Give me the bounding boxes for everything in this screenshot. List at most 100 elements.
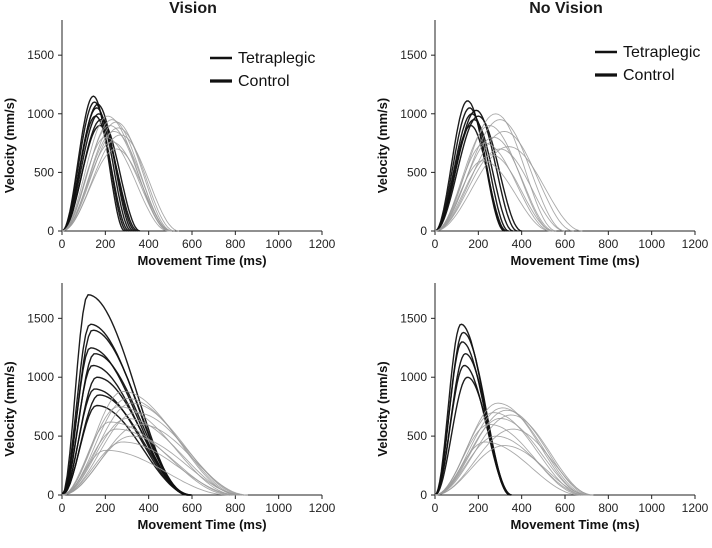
x-axis-label: Movement Time (ms): [137, 517, 266, 532]
tetraplegic-velocity-curve: [434, 160, 551, 232]
tetraplegic-velocity-curve: [434, 445, 590, 496]
y-tick-label: 1000: [27, 107, 54, 121]
y-tick-label: 1500: [27, 311, 54, 325]
control-velocity-curve: [61, 103, 134, 232]
x-tick-label: 200: [468, 501, 488, 515]
control-velocity-curve: [434, 115, 522, 232]
y-tick-label: 1000: [400, 107, 427, 121]
tetraplegic-velocity-curve: [434, 148, 566, 232]
y-axis-label: Velocity (mm/s): [375, 361, 390, 456]
tetraplegic-velocity-curve: [61, 406, 237, 496]
control-velocity-curve: [434, 364, 512, 496]
x-tick-label: 600: [555, 237, 575, 251]
x-tick-label: 1200: [682, 501, 709, 515]
x-tick-label: 800: [225, 501, 245, 515]
x-tick-label: 1000: [638, 501, 665, 515]
x-axis-label: Movement Time (ms): [510, 253, 639, 268]
y-tick-label: 0: [47, 488, 54, 502]
tetraplegic-velocity-curve: [61, 148, 173, 232]
x-tick-label: 600: [182, 237, 202, 251]
tetraplegic-velocity-curve: [61, 428, 235, 496]
x-tick-label: 400: [139, 237, 159, 251]
tetraplegic-velocity-curve: [61, 441, 239, 496]
y-tick-label: 0: [420, 488, 427, 502]
chart-panel-top-right: 0 200 400 600 800 1000 1200 0 500 1000 1500 Movemen…: [375, 20, 709, 268]
y-axis-label: Velocity (mm/s): [2, 98, 17, 193]
tetraplegic-velocity-curve: [61, 398, 241, 496]
legend-label-tetraplegic: Tetraplegic: [623, 44, 700, 61]
control-velocity-curve: [434, 118, 514, 232]
control-velocity-curve: [61, 294, 188, 496]
control-velocity-curve: [61, 113, 136, 232]
y-axis-label: Velocity (mm/s): [375, 98, 390, 193]
x-tick-label: 200: [468, 237, 488, 251]
x-tick-label: 800: [598, 237, 618, 251]
x-tick-label: 600: [555, 501, 575, 515]
tetraplegic-velocity-curve: [434, 136, 555, 232]
tetraplegic-velocity-curve: [61, 402, 244, 496]
tetraplegic-velocity-curve: [61, 421, 232, 496]
tetraplegic-velocity-curve: [434, 154, 554, 232]
tetraplegic-velocity-curve: [434, 423, 583, 496]
x-tick-label: 1000: [638, 237, 665, 251]
chart-panel-top-left: 0 200 400 600 800 1000 1200 0 500 1000 1500 Movemen…: [2, 20, 336, 268]
legend-label-control: Control: [238, 73, 290, 90]
control-velocity-curve: [61, 376, 191, 496]
x-tick-label: 200: [95, 237, 115, 251]
tetraplegic-velocity-curve: [434, 146, 583, 232]
y-tick-label: 500: [407, 429, 427, 443]
y-tick-label: 500: [34, 165, 54, 179]
y-axis-label: Velocity (mm/s): [2, 361, 17, 456]
x-tick-label: 400: [512, 237, 532, 251]
control-velocity-curve: [61, 101, 128, 232]
legend-label-control: Control: [623, 67, 675, 84]
x-tick-label: 200: [95, 501, 115, 515]
tetraplegic-velocity-curve: [61, 127, 175, 232]
x-tick-label: 600: [182, 501, 202, 515]
y-tick-label: 1500: [27, 48, 54, 62]
legend-label-tetraplegic: Tetraplegic: [238, 50, 315, 67]
x-tick-label: 1000: [265, 501, 292, 515]
tetraplegic-velocity-curve: [61, 449, 229, 496]
x-axis-label: Movement Time (ms): [510, 517, 639, 532]
x-tick-label: 1000: [265, 237, 292, 251]
chart-panel-bottom-right: 0 200 400 600 800 1000 1200 0 500 1000 1500 Movemen…: [375, 283, 709, 532]
x-tick-label: 400: [512, 501, 532, 515]
y-tick-label: 1500: [400, 311, 427, 325]
x-tick-label: 800: [598, 501, 618, 515]
tetraplegic-velocity-curve: [434, 113, 557, 232]
column-title-no-vision: No Vision: [529, 0, 603, 17]
y-tick-label: 1500: [400, 48, 427, 62]
chart-panel-bottom-left: 0 200 400 600 800 1000 1200 0 500 1000 1500 Movemen…: [2, 283, 336, 532]
control-velocity-curve: [434, 376, 512, 496]
x-tick-label: 800: [225, 237, 245, 251]
x-tick-label: 0: [59, 501, 66, 515]
y-tick-label: 0: [420, 224, 427, 238]
tetraplegic-velocity-curve: [434, 441, 581, 496]
y-tick-label: 1000: [27, 370, 54, 384]
x-tick-label: 400: [139, 501, 159, 515]
x-tick-label: 0: [432, 501, 439, 515]
column-title-vision: Vision: [169, 0, 217, 17]
control-velocity-curve: [61, 124, 139, 232]
control-velocity-curve: [434, 109, 518, 232]
tetraplegic-velocity-curve: [434, 414, 593, 496]
x-tick-label: 1200: [309, 237, 336, 251]
y-tick-label: 500: [407, 165, 427, 179]
tetraplegic-velocity-curve: [61, 435, 244, 496]
x-tick-label: 1200: [682, 237, 709, 251]
tetraplegic-velocity-curve: [434, 142, 552, 232]
x-axis-label: Movement Time (ms): [137, 253, 266, 268]
tetraplegic-velocity-curve: [434, 435, 586, 496]
y-tick-label: 500: [34, 429, 54, 443]
tetraplegic-velocity-curve: [434, 418, 588, 496]
tetraplegic-velocity-curve: [434, 130, 574, 232]
y-tick-label: 0: [47, 224, 54, 238]
x-tick-label: 1200: [309, 501, 336, 515]
x-tick-label: 0: [59, 237, 66, 251]
x-tick-label: 0: [432, 237, 439, 251]
tetraplegic-velocity-curve: [61, 418, 241, 496]
y-tick-label: 1000: [400, 370, 427, 384]
tetraplegic-velocity-curve: [61, 141, 171, 232]
